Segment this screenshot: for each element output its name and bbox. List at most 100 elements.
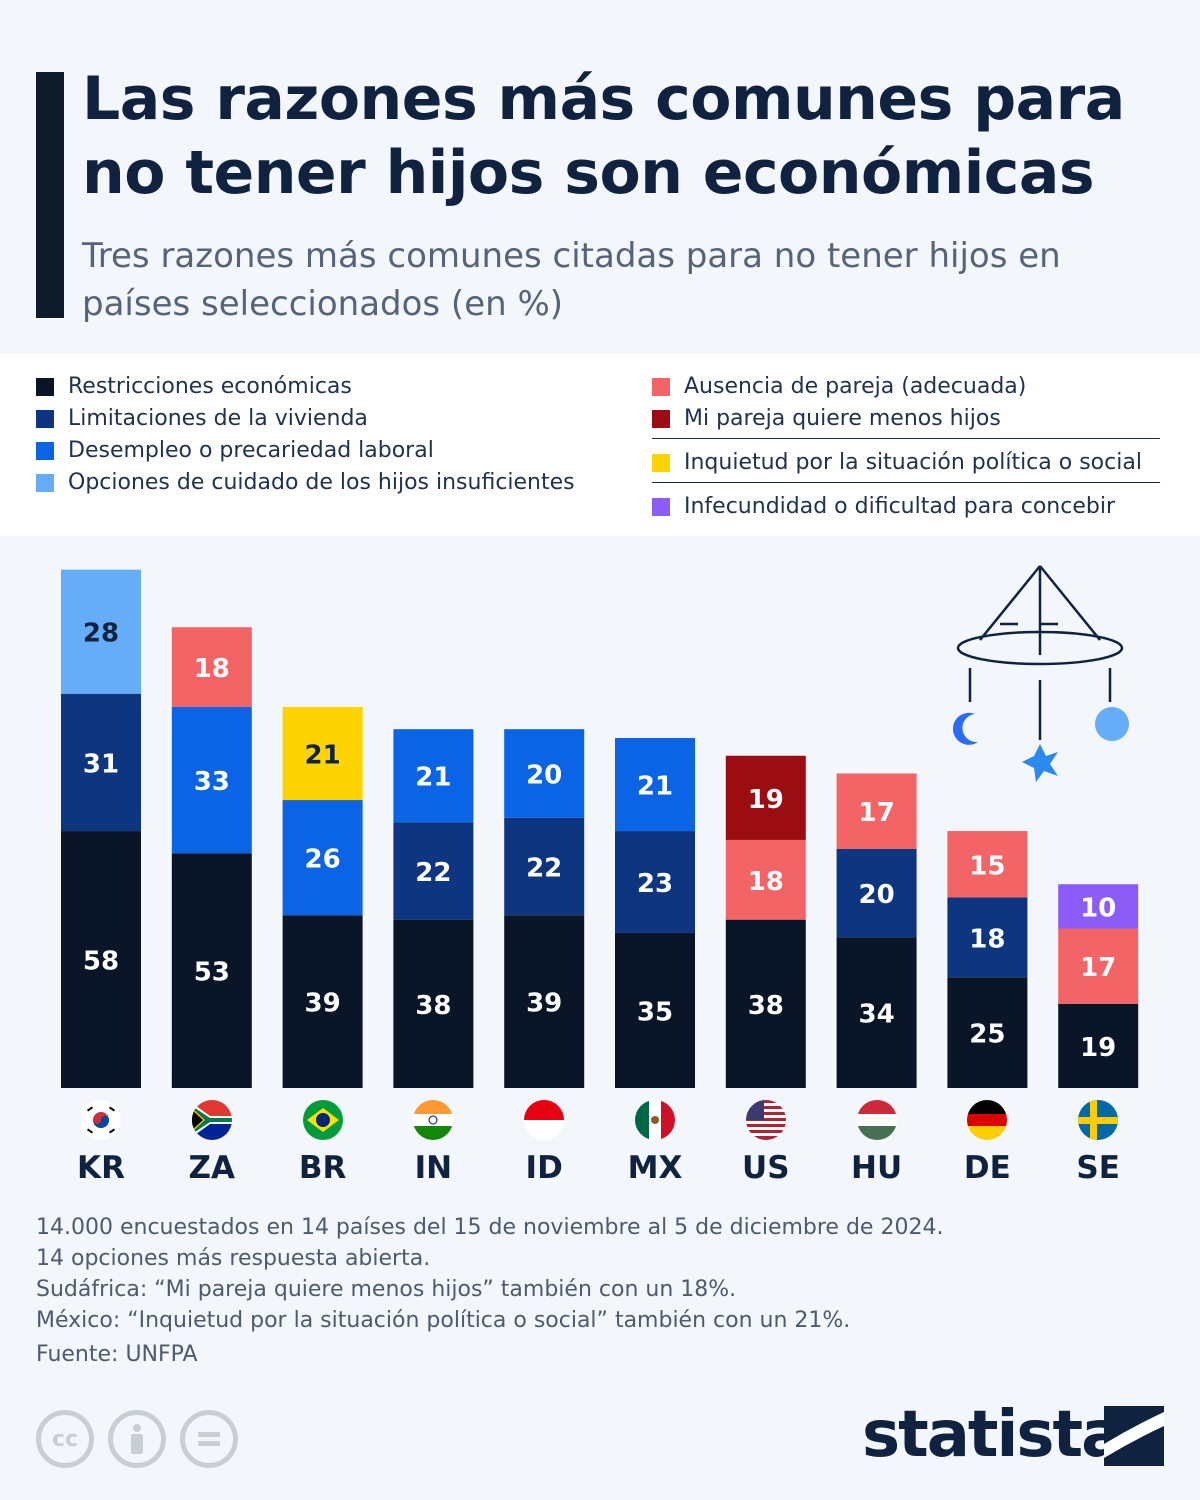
flag-kr-icon [81, 1100, 121, 1140]
bar-segment [725, 839, 806, 920]
data-label: 22 [415, 858, 451, 888]
bar-segment [171, 627, 252, 708]
bar-segment [171, 853, 252, 1088]
flag-se-icon [1078, 1100, 1119, 1140]
footnote: Sudáfrica: “Mi pareja quiere menos hijos… [36, 1277, 737, 1302]
bar-segment [947, 831, 1028, 898]
country-label: MX [627, 1150, 683, 1186]
bar-segment [947, 977, 1028, 1088]
flag-za-icon [191, 1100, 232, 1140]
data-label: 18 [969, 924, 1005, 954]
legend-label: Desempleo o precariedad laboral [68, 438, 434, 463]
bar-segment [504, 817, 585, 916]
cc-license-icon[interactable]: cc [36, 1410, 94, 1468]
data-label: 53 [194, 958, 230, 988]
footnote: 14 opciones más respuesta abierta. [36, 1246, 431, 1271]
data-label: 17 [859, 798, 895, 828]
legend-label: Mi pareja quiere menos hijos [684, 406, 1001, 431]
legend-label: Restricciones económicas [68, 374, 352, 399]
bar-segment [615, 831, 695, 933]
country-label: KR [77, 1150, 125, 1186]
country-label: US [742, 1150, 790, 1186]
bar-segment [282, 707, 363, 801]
data-label: 21 [415, 763, 451, 793]
bar-segment [282, 800, 363, 916]
attribution-icon[interactable] [108, 1410, 166, 1468]
country-label: SE [1076, 1150, 1120, 1186]
country-label: BR [298, 1150, 347, 1186]
bar-segment [836, 773, 917, 849]
bar-segment [1058, 1003, 1139, 1088]
data-label: 58 [83, 947, 119, 977]
bar-segment [836, 937, 917, 1088]
legend-item-cuidado: Opciones de cuidado de los hijos insufic… [36, 470, 575, 495]
subtitle: Tres razones más comunes citadas para no… [82, 236, 1061, 324]
footnote: 14.000 encuestados en 14 países del 15 d… [36, 1215, 944, 1240]
bar-segment [393, 919, 474, 1088]
flag-us-icon [745, 1100, 786, 1140]
legend-swatch [652, 497, 670, 516]
bar-segment [836, 848, 917, 938]
data-label: 35 [637, 997, 673, 1027]
legend-swatch [36, 377, 54, 396]
statista-logo-mark-icon [1104, 1406, 1164, 1466]
bars-group: 58 31 28 53 33 18 39 26 21 38 22 21 39 22 20 35 23 21 38 18… [61, 569, 1139, 1088]
legend-label: Opciones de cuidado de los hijos insufic… [68, 470, 575, 495]
flag-id-icon [524, 1100, 565, 1140]
chart-canvas: 58 31 28 53 33 18 39 26 21 38 22 21 39 22 20 35 23 21 38 18… [61, 565, 1139, 1088]
bar-segment [1058, 928, 1139, 1004]
legend-label: Inquietud por la situación política o so… [684, 450, 1142, 475]
title-accent-bar [36, 72, 64, 318]
bar-segment [725, 919, 806, 1088]
legend-swatch [652, 409, 670, 428]
legend-item-vivienda: Limitaciones de la vivienda [36, 406, 368, 431]
statista-logo[interactable]: statista [862, 1398, 1124, 1472]
bar-segment [282, 915, 363, 1088]
country-label: ZA [188, 1150, 236, 1186]
bar-segment [393, 729, 474, 823]
person-icon [131, 1424, 143, 1454]
legend-label: Ausencia de pareja (adecuada) [684, 374, 1027, 399]
data-label: 10 [1080, 893, 1116, 923]
flag-mx-icon [635, 1100, 675, 1140]
data-label: 26 [305, 845, 341, 875]
data-label: 19 [1080, 1033, 1116, 1063]
legend-divider [652, 438, 1160, 439]
baby-mobile-icon [952, 565, 1129, 782]
country-label: IN [414, 1150, 453, 1186]
data-label: 20 [859, 880, 895, 910]
bar-segment [61, 693, 141, 832]
bar-segment [61, 569, 141, 694]
bar-segment [504, 915, 585, 1088]
legend-swatch [36, 409, 54, 428]
data-label: 21 [637, 772, 673, 802]
data-label: 22 [526, 854, 562, 884]
data-label: 28 [83, 619, 119, 649]
no-derivatives-icon[interactable] [180, 1410, 238, 1468]
bar-segment [1058, 884, 1139, 929]
bar-segment [615, 738, 695, 832]
legend-swatch [36, 441, 54, 460]
legend-item-inquietud: Inquietud por la situación política o so… [652, 450, 1142, 475]
bar-segment [725, 755, 806, 840]
data-label: 15 [969, 851, 1005, 881]
data-label: 18 [748, 867, 784, 897]
country-label: DE [963, 1150, 1011, 1186]
bar-segment [393, 822, 474, 920]
flag-hu-icon [856, 1100, 897, 1140]
legend-label: Infecundidad o dificultad para concebir [684, 494, 1115, 519]
flag-de-icon [967, 1100, 1008, 1140]
data-label: 23 [637, 869, 673, 899]
legend-swatch [652, 453, 670, 472]
bar-segment [171, 707, 252, 854]
data-label: 19 [748, 785, 784, 815]
footnotes: 14.000 encuestados en 14 países del 15 d… [36, 1212, 1176, 1336]
legend-swatch [36, 473, 54, 492]
equals-icon [198, 1432, 220, 1446]
legend-divider [652, 482, 1160, 483]
legend-item-desempleo: Desempleo o precariedad laboral [36, 438, 434, 463]
legend-label: Limitaciones de la vivienda [68, 406, 368, 431]
legend-item-menos-hijos: Mi pareja quiere menos hijos [652, 406, 1001, 431]
bar-segment [504, 729, 585, 818]
data-label: 39 [305, 989, 341, 1019]
